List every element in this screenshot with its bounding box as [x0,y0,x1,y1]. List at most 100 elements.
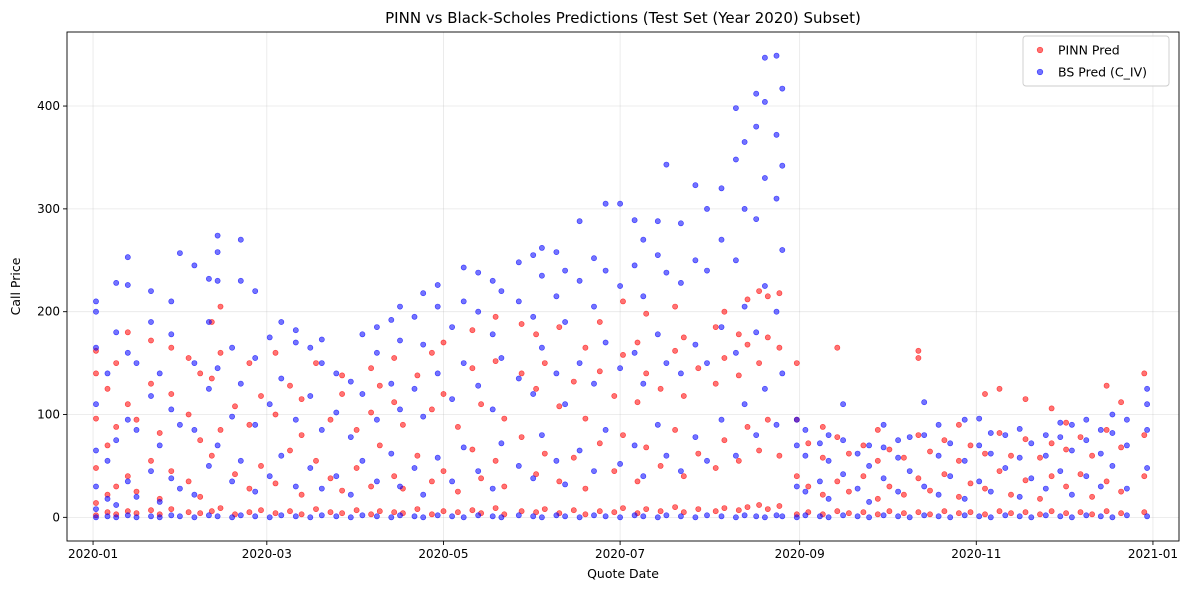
scatter-point [779,85,786,92]
scatter-point [718,513,725,520]
scatter-point [576,447,583,454]
scatter-point [148,507,154,514]
scatter-point [148,513,154,520]
scatter-point [562,481,568,488]
scatter-point [1028,514,1035,521]
scatter-point [208,508,215,515]
scatter-point [492,313,499,320]
scatter-point [217,349,224,356]
scatter-point [721,437,728,444]
scatter-point [663,452,670,459]
scatter-point [1008,452,1014,459]
scatter-point [124,329,131,336]
scatter-point [756,288,762,294]
scatter-point [176,421,183,428]
scatter-point [185,411,192,418]
scatter-point [591,468,597,474]
scatter-point [287,508,293,515]
scatter-point [880,512,887,519]
scatter-point [631,262,638,269]
scatter-point [762,514,768,521]
scatter-point [744,341,751,348]
scatter-point [148,288,154,294]
scatter-point [428,511,435,518]
x-tick-label: 2020-03 [242,547,292,561]
scatter-point [246,421,253,428]
scatter-point [793,442,800,449]
scatter-point [1089,493,1095,500]
scatter-point [866,462,872,469]
scatter-point [996,385,1003,392]
scatter-point [1083,437,1090,444]
scatter-point [1069,447,1075,454]
scatter-point [956,421,962,428]
scatter-point [860,473,867,480]
scatter-point [663,161,670,168]
scatter-point [1016,454,1023,461]
scatter-point [113,423,120,430]
scatter-point [735,507,742,514]
scatter-point [515,462,522,469]
scatter-point [602,267,609,274]
scatter-point [475,382,482,389]
scatter-point [266,473,273,480]
scatter-point [1016,493,1023,500]
scatter-point [886,446,893,453]
scatter-point [376,508,383,515]
scatter-point [1016,513,1023,520]
scatter-point [773,308,780,315]
scatter-point [533,509,539,516]
scatter-point [680,334,687,341]
scatter-point [313,360,319,366]
scatter-point [434,303,441,310]
scatter-point [779,370,786,377]
scatter-point [996,430,1003,436]
scatter-point [185,355,192,361]
scatter-point [229,344,235,351]
scatter-point [1097,450,1104,457]
scatter-point [825,514,832,521]
scatter-point [562,319,568,325]
scatter-point [339,510,345,517]
scatter-point [1022,509,1029,516]
scatter-point [886,508,893,515]
scatter-point [1144,426,1150,433]
scatter-point [333,513,340,520]
scatter-point [987,488,994,495]
scatter-point [947,440,954,447]
scatter-point [982,450,988,457]
scatter-point [961,416,968,423]
scatter-point [498,440,505,447]
scatter-point [961,457,968,464]
scatter-point [176,513,183,520]
legend-marker [1036,68,1044,76]
scatter-point [819,423,826,430]
scatter-point [854,513,861,520]
scatter-point [576,514,583,521]
scatter-point [1016,425,1023,432]
scatter-point [901,510,907,517]
scatter-point [541,360,548,366]
scatter-point [414,452,421,459]
scatter-point [1144,401,1150,408]
scatter-point [318,360,325,366]
scatter-point [539,432,545,438]
scatter-point [576,360,583,366]
scatter-point [541,506,548,512]
scatter-point [976,415,983,422]
scatter-point [237,380,244,387]
scatter-point [819,454,826,461]
scatter-point [518,321,525,327]
scatter-point [156,430,163,436]
scatter-point [133,360,140,366]
scatter-point [1077,509,1084,516]
scatter-point [921,399,928,406]
scatter-point [793,416,800,423]
scatter-point [941,437,948,444]
legend-label: PINN Pred [1058,43,1120,58]
scatter-point [805,483,812,490]
scatter-point [454,509,461,516]
scatter-point [556,324,563,330]
scatter-point [133,514,140,521]
scatter-point [834,344,841,351]
